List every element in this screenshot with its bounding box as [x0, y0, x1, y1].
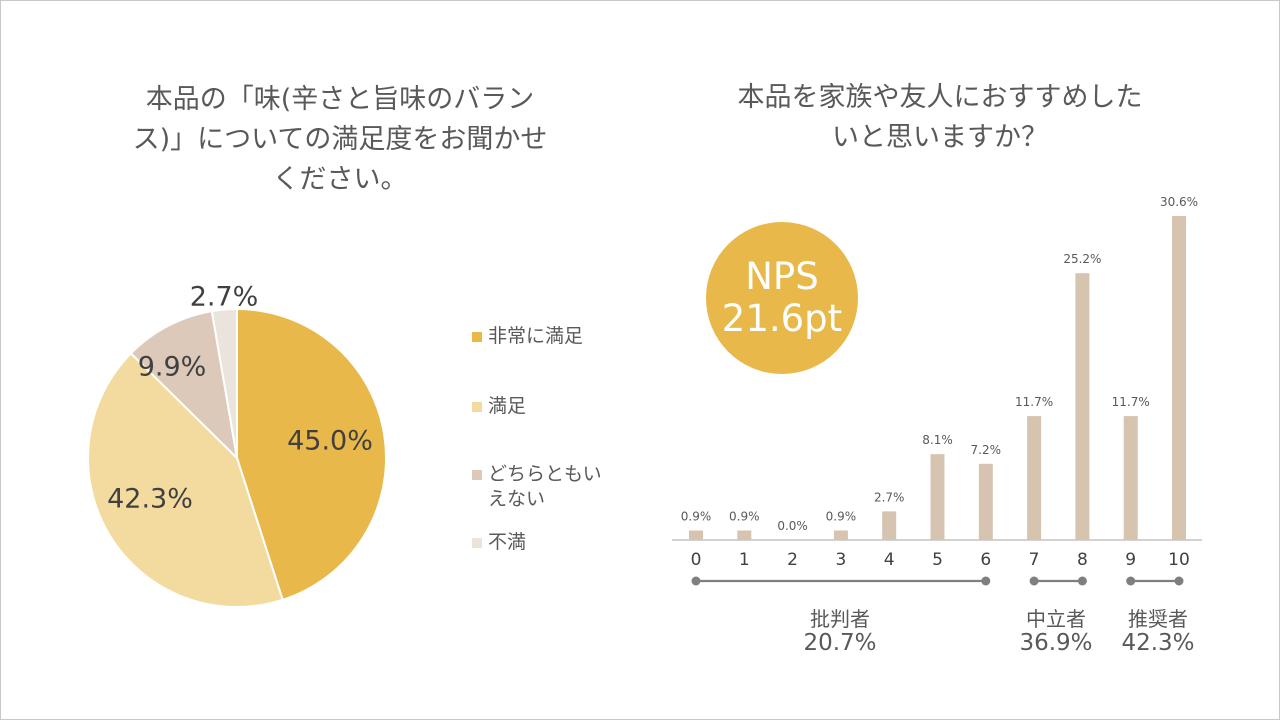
pie-slice [236, 307, 387, 602]
pie-slice [129, 309, 239, 461]
legend-swatch-very-satisfied [472, 332, 482, 342]
bar [1027, 416, 1042, 540]
nps-value: 21.6pt [721, 297, 843, 340]
x-tick-label: 9 [1125, 550, 1136, 570]
x-tick-label: 3 [835, 550, 846, 570]
bar [978, 463, 993, 540]
bar [1075, 273, 1090, 540]
legend-label: 非常に満足 [488, 325, 584, 347]
legend-label: どちらともいえない [488, 463, 602, 510]
pie-slice [210, 307, 238, 459]
bar-title-line-1: 本品を家族や友人におすすめした [737, 82, 1143, 113]
group-name: 推奨者 [1128, 607, 1188, 631]
bar-chart: 0.9% 0 0.9% 1 0.0% 2 0.9% 3 2.7% 4 8.1% 5 7.2% 6 11.7%… [672, 195, 1202, 570]
pie-slice-label: 42.3% [107, 484, 193, 515]
legend-item-satisfied: 満足 [472, 394, 608, 419]
pie-title-line-1: 本品の「味(辛さと旨味のバラン [145, 84, 535, 115]
x-tick-label: 8 [1077, 550, 1088, 570]
pie-slice-label: 9.9% [138, 352, 207, 383]
legend-swatch-dissatisfied [472, 538, 482, 548]
group-passives: 中立者 36.9% [1006, 607, 1106, 655]
x-tick-label: 6 [980, 550, 991, 570]
pie-chart: 45.0% 42.3% 9.9% 2.7% [87, 282, 387, 608]
group-name: 中立者 [1026, 607, 1086, 631]
legend-swatch-satisfied [472, 402, 482, 412]
x-tick-label: 2 [787, 550, 798, 570]
bar-data-label: 11.7% [1112, 395, 1150, 409]
group-value: 20.7% [803, 630, 877, 656]
bar-data-label: 0.0% [777, 519, 808, 533]
bar [833, 530, 848, 540]
group-bracket-dot [1077, 576, 1087, 586]
x-tick-label: 0 [691, 550, 702, 570]
nps-label: NPS [745, 255, 819, 298]
nps-group-lines [691, 576, 1184, 586]
bar [1172, 216, 1186, 540]
group-bracket-dot [691, 576, 701, 586]
pie-title-line-2: ス)」についての満足度をお聞かせ [132, 124, 548, 155]
group-name: 批判者 [810, 607, 870, 631]
pie-slice [87, 351, 284, 608]
legend-label: 満足 [488, 395, 527, 417]
bar [689, 530, 703, 540]
group-bracket-dot [1126, 576, 1136, 586]
x-tick-label: 4 [884, 550, 895, 570]
x-tick-label: 7 [1029, 550, 1040, 570]
x-tick-label: 10 [1168, 550, 1190, 570]
group-bracket-dot [981, 576, 991, 586]
x-tick-label: 1 [739, 550, 750, 570]
nps-badge: NPS 21.6pt [706, 222, 858, 374]
group-bracket-dot [1174, 576, 1184, 586]
group-promoters: 推奨者 42.3% [1108, 607, 1208, 655]
bar-chart-title: 本品を家族や友人におすすめした いと思いますか？ [690, 78, 1190, 158]
group-value: 42.3% [1121, 630, 1195, 656]
bar [930, 454, 945, 540]
pie-slice-label: 45.0% [287, 426, 373, 457]
legend-item-dissatisfied: 不満 [472, 530, 608, 555]
bar-data-label: 0.9% [729, 510, 760, 524]
bar-data-label: 11.7% [1015, 395, 1053, 409]
bar [882, 511, 897, 540]
group-detractors: 批判者 20.7% [780, 607, 900, 655]
pie-chart-title: 本品の「味(辛さと旨味のバラン ス)」についての満足度をお聞かせ ください。 [100, 80, 580, 200]
pie-slice-label: 2.7% [190, 282, 259, 313]
bar-data-label: 2.7% [874, 490, 905, 504]
x-tick-label: 5 [932, 550, 943, 570]
pie-title-line-3: ください。 [272, 164, 408, 195]
legend-label: 不満 [488, 531, 527, 553]
bar-data-label: 0.9% [681, 510, 712, 524]
bar-data-label: 25.2% [1063, 252, 1101, 266]
bar-data-label: 7.2% [971, 443, 1002, 457]
bar-data-label: 8.1% [922, 433, 953, 447]
bar-data-label: 0.9% [826, 510, 857, 524]
bar [1123, 416, 1138, 540]
legend-swatch-neutral [472, 470, 482, 480]
group-value: 36.9% [1019, 630, 1093, 656]
legend-item-very-satisfied: 非常に満足 [472, 324, 608, 349]
bar-title-line-2: いと思いますか？ [832, 122, 1048, 153]
legend-item-neutral: どちらともいえない [472, 462, 608, 512]
bar-data-label: 30.6% [1160, 195, 1198, 209]
bar [737, 530, 752, 540]
group-bracket-dot [1029, 576, 1039, 586]
